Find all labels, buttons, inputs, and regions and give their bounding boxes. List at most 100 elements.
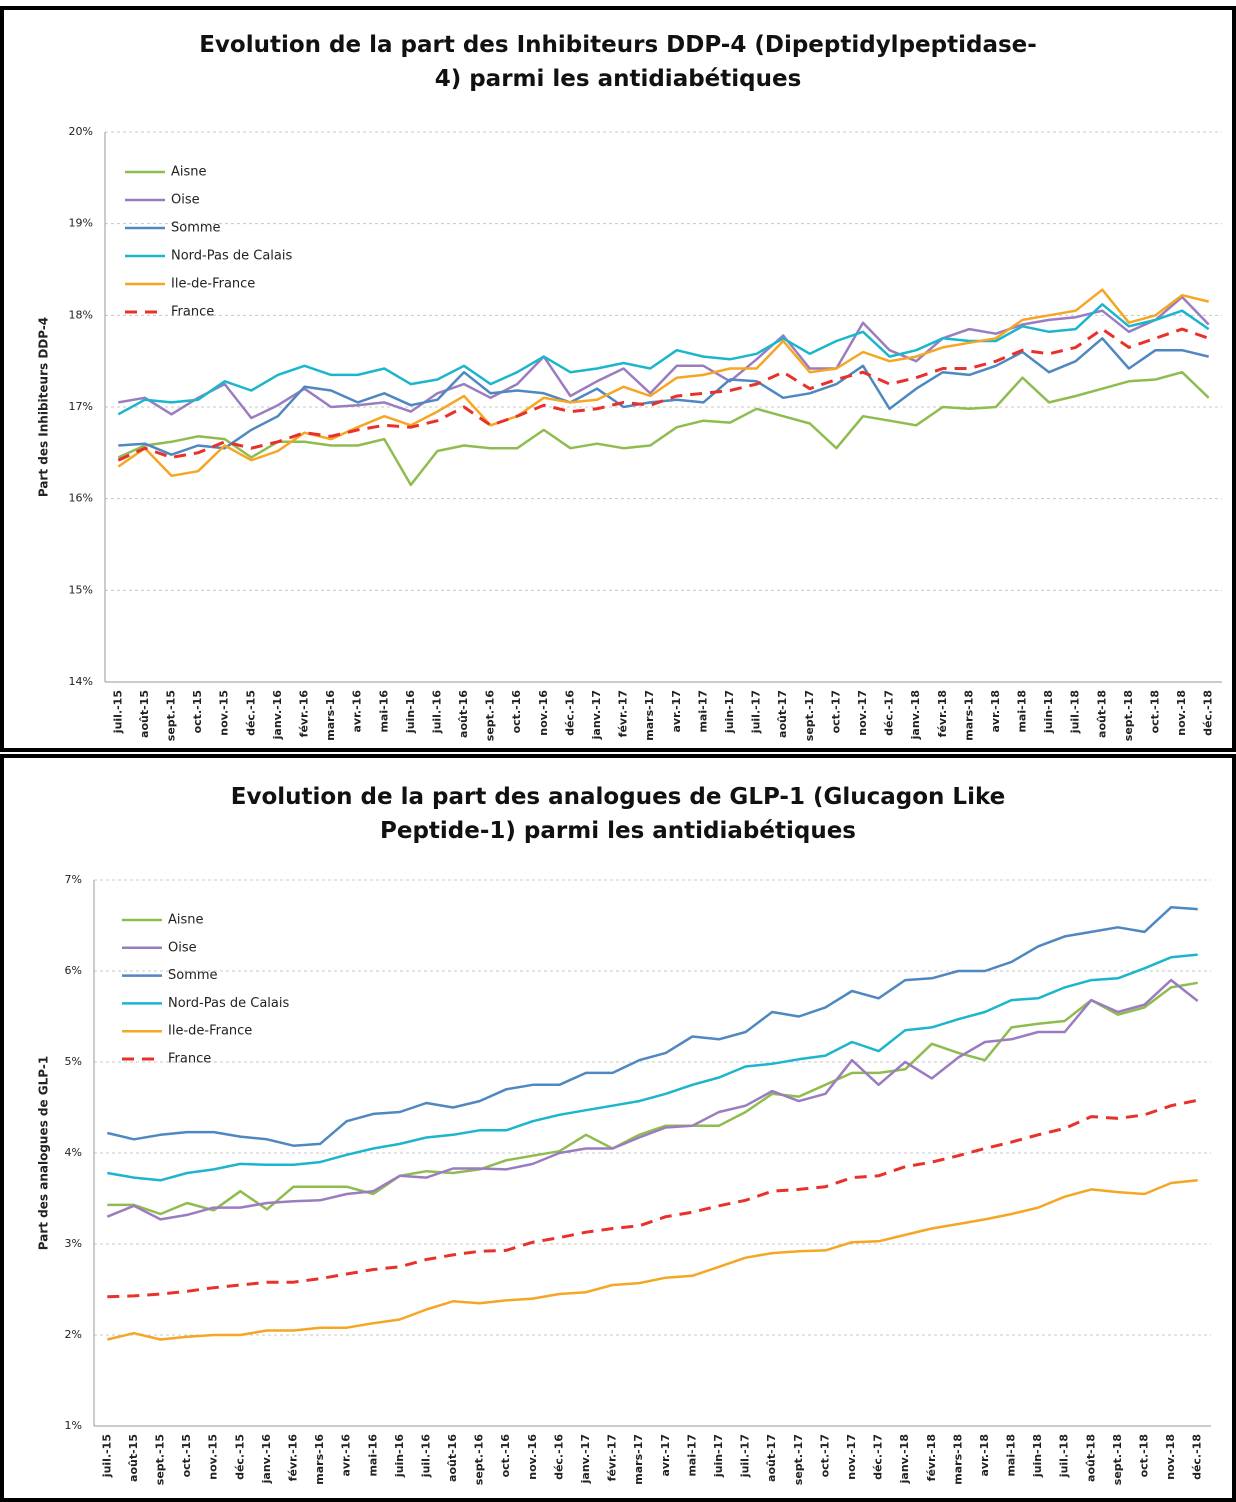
x-tick-label: juin-17 <box>723 690 736 734</box>
x-tick-label: mai-17 <box>685 1434 698 1477</box>
x-tick-label: août-17 <box>776 690 789 738</box>
x-tick-label: févr.-16 <box>286 1434 299 1482</box>
x-tick-label: janv.-18 <box>909 690 922 740</box>
chart-title: Evolution de la part des Inhibiteurs DDP… <box>199 32 1037 92</box>
legend-label: France <box>171 305 214 320</box>
x-tick-label: févr.-17 <box>606 1434 619 1481</box>
series-line <box>117 327 1210 462</box>
x-tick-label: juin-18 <box>1042 690 1055 734</box>
x-tick-label: juil.-16 <box>430 690 443 735</box>
x-tick-label: août-18 <box>1084 1434 1097 1482</box>
legend-label: Aisne <box>168 913 204 928</box>
series-line <box>107 1179 1198 1341</box>
title-box: Evolution de la part des analogues de GL… <box>0 780 1236 848</box>
x-tick-label: oct.-17 <box>818 1434 831 1477</box>
x-tick-label: févr.-16 <box>297 690 310 738</box>
y-tick-label: 6% <box>65 964 82 977</box>
x-tick-label: nov.-16 <box>537 690 550 736</box>
x-tick-label: déc.-16 <box>552 1434 565 1480</box>
x-tick-label: nov.-18 <box>1175 690 1188 736</box>
x-tick-label: janv.-18 <box>898 1434 911 1484</box>
legend-label: Ile-de-France <box>171 277 255 292</box>
x-tick-label: avr.-16 <box>351 690 364 733</box>
x-tick-label: févr.-18 <box>925 1434 938 1481</box>
x-tick-label: mai-18 <box>1005 1434 1018 1477</box>
x-tick-label: nov.-16 <box>526 1434 539 1480</box>
y-tick-label: 18% <box>69 308 93 321</box>
x-tick-label: nov.-15 <box>207 1434 220 1480</box>
x-tick-label: mars-17 <box>643 690 656 741</box>
x-tick-label: août-15 <box>127 1434 140 1482</box>
x-tick-label: avr.-17 <box>670 690 683 733</box>
x-tick-label: mai-16 <box>377 690 390 733</box>
x-tick-label: sept.-17 <box>792 1434 805 1485</box>
x-tick-label: sept.-17 <box>803 690 816 741</box>
y-tick-label: 16% <box>69 492 93 505</box>
x-tick-label: sept.-18 <box>1122 690 1135 741</box>
x-tick-label: déc.-15 <box>244 690 257 736</box>
x-tick-label: avr.-18 <box>989 690 1002 733</box>
x-tick-label: août-17 <box>765 1434 778 1482</box>
x-tick-label: janv.-16 <box>271 690 284 741</box>
x-tick-label: août-16 <box>446 1434 459 1482</box>
y-tick-label: 5% <box>65 1055 82 1068</box>
series-line <box>107 953 1198 1182</box>
x-tick-label: avr.-17 <box>659 1434 672 1477</box>
y-tick-label: 2% <box>65 1328 82 1341</box>
x-tick-label: mai-16 <box>366 1434 379 1477</box>
x-tick-label: juil.-17 <box>739 1434 752 1478</box>
x-tick-label: sept.-16 <box>473 1434 486 1486</box>
x-tick-label: oct.-17 <box>829 690 842 733</box>
x-tick-label: juil.-17 <box>750 690 763 734</box>
x-tick-label: nov.-17 <box>845 1434 858 1480</box>
x-tick-label: août-18 <box>1095 690 1108 738</box>
x-tick-label: mars-18 <box>951 1434 964 1485</box>
series-line <box>117 303 1210 416</box>
legend-label: Somme <box>171 221 221 236</box>
series-line <box>117 370 1210 487</box>
x-tick-label: avr.-18 <box>978 1434 991 1477</box>
x-tick-label: déc.-18 <box>1191 1434 1204 1480</box>
x-tick-label: mars-18 <box>962 690 975 741</box>
series-line <box>106 978 1199 1221</box>
y-tick-label: 20% <box>69 125 93 138</box>
legend-label: Nord-Pas de Calais <box>171 249 292 264</box>
x-tick-label: oct.-18 <box>1149 690 1162 733</box>
x-tick-label: déc.-17 <box>872 1434 885 1480</box>
x-tick-label: déc.-18 <box>1202 690 1215 736</box>
x-tick-label: juil.-15 <box>111 690 124 734</box>
legend-label: Somme <box>168 968 218 983</box>
x-tick-label: juil.-16 <box>419 1434 432 1479</box>
y-tick-label: 19% <box>69 217 93 230</box>
x-tick-label: févr.-17 <box>617 690 630 737</box>
legend-label: France <box>168 1052 211 1067</box>
x-tick-label: nov.-15 <box>218 690 231 736</box>
legend-label: Ile-de-France <box>168 1024 252 1039</box>
x-tick-label: févr.-18 <box>936 690 949 737</box>
panel-border <box>0 6 1236 752</box>
title-box: Evolution de la part des Inhibiteurs DDP… <box>0 28 1236 96</box>
x-tick-label: mars-16 <box>313 1434 326 1485</box>
y-tick-label: 14% <box>69 675 93 688</box>
x-tick-label: août-16 <box>457 690 470 738</box>
x-tick-label: mai-18 <box>1016 690 1029 733</box>
y-tick-label: 17% <box>69 400 93 413</box>
y-tick-label: 15% <box>69 583 93 596</box>
chart-title: Evolution de la part des analogues de GL… <box>230 784 1006 844</box>
x-tick-label: sept.-15 <box>164 690 177 741</box>
x-tick-label: oct.-15 <box>180 1434 193 1477</box>
x-tick-label: juin-17 <box>712 1434 725 1478</box>
x-tick-label: sept.-16 <box>484 690 497 742</box>
x-tick-label: oct.-16 <box>499 1434 512 1478</box>
x-tick-label: janv.-16 <box>260 1434 273 1485</box>
x-tick-label: mars-16 <box>324 690 337 741</box>
y-tick-label: 3% <box>65 1237 82 1250</box>
series-line <box>107 1098 1199 1299</box>
x-tick-label: juin-16 <box>393 1434 406 1478</box>
y-tick-label: 1% <box>65 1419 82 1432</box>
x-tick-label: déc.-17 <box>883 690 896 736</box>
x-tick-label: juil.-18 <box>1058 1434 1071 1478</box>
x-tick-label: nov.-18 <box>1164 1434 1177 1480</box>
